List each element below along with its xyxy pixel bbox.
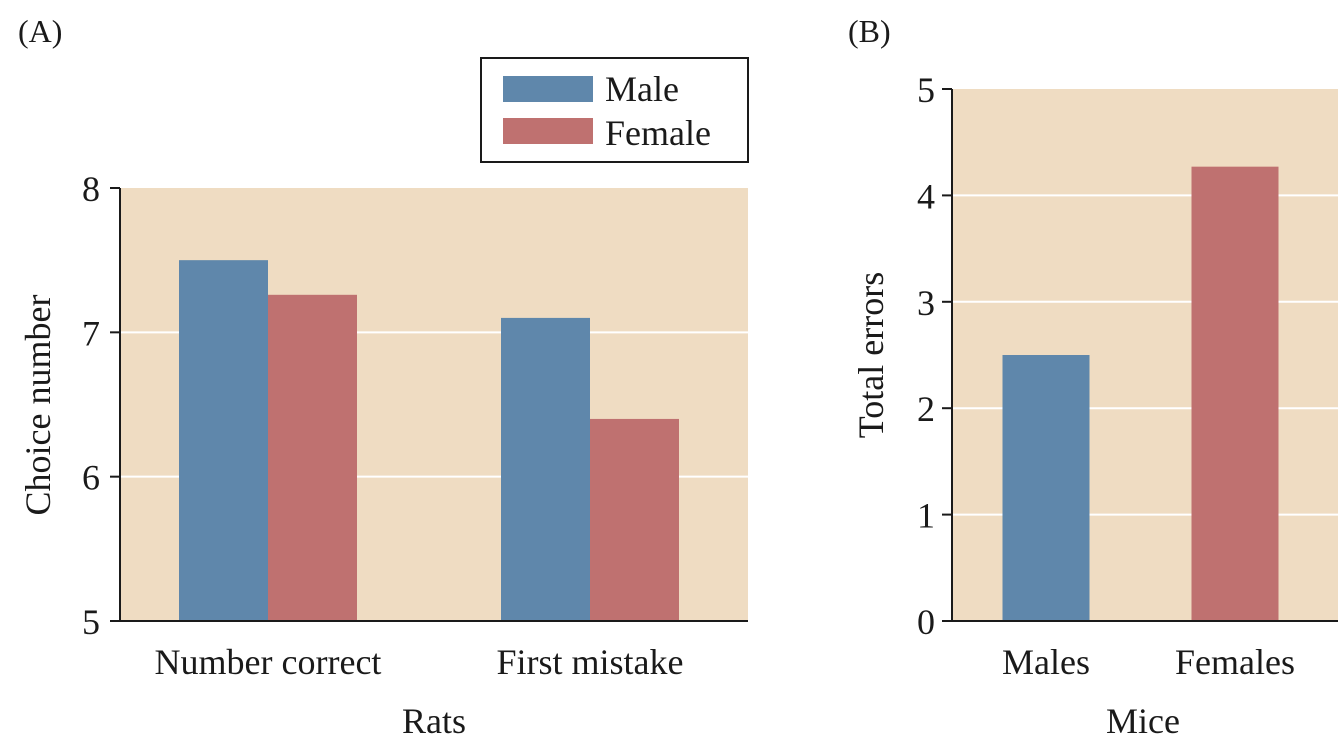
bar-number-correct-female [268, 294, 357, 621]
panel-b-y-tick-label: 3 [917, 283, 935, 323]
panel-b-y-tick-label: 5 [917, 70, 935, 110]
panel-a-y-tick-label: 8 [82, 169, 100, 209]
panel-a-x-tick-label-first-mistake: First mistake [497, 642, 684, 682]
panel-a-y-tick-label: 5 [82, 602, 100, 642]
panel-a-y-ticks: 5 6 7 8 [82, 169, 120, 642]
panel-b-y-tick-label: 4 [917, 176, 935, 216]
bar-number-correct-male [179, 260, 268, 621]
panel-b-x-axis-title: Mice [1106, 701, 1180, 741]
legend-swatch-female [503, 118, 593, 144]
panel-a-chart: (A) 5 6 7 8 Number correct First mistake Rat… [18, 13, 749, 741]
panel-a-bars [179, 260, 679, 621]
panel-a-x-ticks: Number correct First mistake [155, 642, 684, 682]
panel-b-x-tick-label-males: Males [1002, 642, 1090, 682]
bar-first-mistake-female [590, 418, 679, 621]
panel-a-label: (A) [18, 13, 62, 49]
panel-b-axes [951, 89, 1338, 622]
panel-b-x-ticks: Males Females [1002, 642, 1295, 682]
panel-a-x-axis-title: Rats [402, 701, 466, 741]
panel-b-x-tick-label-females: Females [1175, 642, 1295, 682]
panel-a-axes [119, 188, 748, 622]
legend-box [480, 57, 749, 163]
panel-a-y-axis-title: Choice number [18, 295, 58, 516]
panel-b-y-tick-label: 0 [917, 602, 935, 642]
bar-females [1191, 166, 1279, 621]
panel-b-bars [1002, 166, 1279, 621]
panel-b-y-tick-label: 2 [917, 389, 935, 429]
panel-b-y-ticks: 0 1 2 3 4 5 [917, 70, 952, 642]
legend-swatch-male [503, 76, 593, 102]
bar-males [1002, 355, 1090, 621]
panel-b-label: (B) [848, 13, 891, 49]
panel-a-x-tick-label-number-correct: Number correct [155, 642, 382, 682]
legend-label-female: Female [605, 113, 711, 153]
panel-b-y-tick-label: 1 [917, 496, 935, 536]
panel-a-legend: Male Female [480, 57, 749, 163]
panel-a-y-tick-label: 6 [82, 458, 100, 498]
panel-b-y-axis-title: Total errors [851, 272, 891, 438]
bar-first-mistake-male [501, 317, 590, 621]
panel-b-chart: (B) 0 1 2 3 4 5 Males Females Mice Total error… [848, 13, 1338, 741]
panel-a-y-tick-label: 7 [82, 313, 100, 353]
legend-label-male: Male [605, 69, 679, 109]
